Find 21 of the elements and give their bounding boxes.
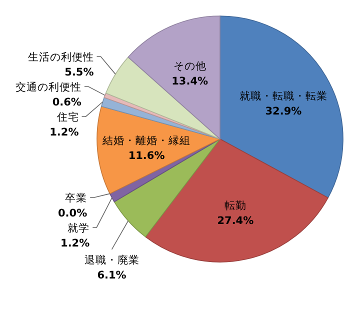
slice-label: 退職・廃業: [84, 253, 140, 266]
pie-slice: [220, 16, 344, 198]
slice-label: 交通の利便性: [15, 80, 82, 94]
data-label: 5.5%: [64, 66, 94, 79]
data-label: 27.4%: [217, 215, 254, 228]
slice-label: 住宅: [56, 110, 79, 124]
data-label: 11.6%: [128, 150, 166, 162]
data-label: 13.4%: [172, 76, 208, 88]
data-label: 32.9%: [265, 105, 302, 118]
slice-label: 就職・転職・転業: [239, 89, 328, 102]
text: 0.0%: [58, 207, 88, 220]
data-label: 0.6%: [52, 96, 82, 109]
slice-label: 結婚・離婚・縁組: [102, 135, 191, 148]
slice-label: 就学: [68, 221, 90, 234]
slice-label: 転勤: [224, 199, 246, 212]
legend-label: 卒業: [65, 191, 88, 204]
slice-label: その他: [173, 60, 206, 73]
slice-label: 生活の利便性: [28, 50, 94, 64]
data-label: 1.2%: [60, 237, 90, 250]
data-label: 6.1%: [97, 269, 127, 282]
data-label: 1.2%: [50, 126, 80, 139]
